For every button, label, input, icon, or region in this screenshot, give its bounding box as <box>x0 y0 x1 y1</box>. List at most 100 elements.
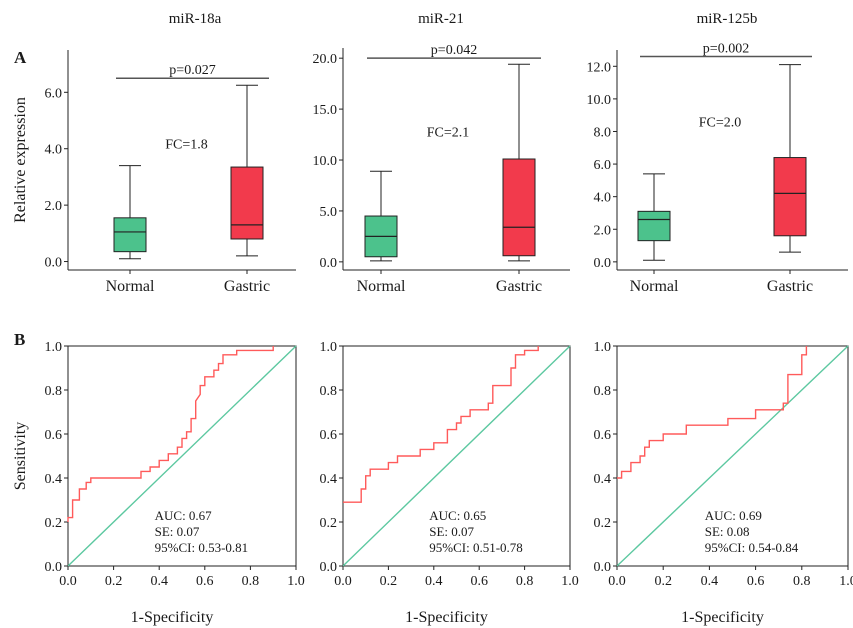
x-tick-label: 0.4 <box>150 574 168 589</box>
roc-stat-label: SE: 0.07 <box>155 524 200 539</box>
x-axis-label: 1-Specificity <box>131 609 214 626</box>
x-category-label: Normal <box>106 278 155 295</box>
y-tick-label: 0.8 <box>45 384 63 399</box>
roc-panel-1: 0.00.0 0.2 0.2 0.4 0.4 0.6 0.6 0.8 0.8 1.0 1.0 AUC:… <box>12 340 305 626</box>
y-tick-label: 0.0 <box>594 560 612 575</box>
y-tick-label: 0.6 <box>45 428 63 443</box>
y-tick-label: 2.0 <box>594 223 612 238</box>
x-tick-label: 0.2 <box>105 574 123 589</box>
box-gastric <box>773 64 807 253</box>
y-tick-label: 10.0 <box>587 93 612 108</box>
fold-change-label: FC=2.1 <box>427 126 470 141</box>
roc-panel-2: 0.00.0 0.2 0.2 0.4 0.4 0.6 0.6 0.8 0.8 1.0 1.0 AUC:… <box>320 340 579 626</box>
roc-curve <box>617 346 808 479</box>
box-normal <box>637 173 671 261</box>
x-tick-label: 0.0 <box>608 574 626 589</box>
x-tick-label: 0.0 <box>334 574 352 589</box>
y-axis-label: Relative expression <box>12 97 29 223</box>
y-axis-label: Sensitivity <box>12 422 29 490</box>
fold-change-label: FC=1.8 <box>165 138 208 153</box>
plot-frame <box>67 345 297 567</box>
x-category-label: Gastric <box>496 278 542 295</box>
x-tick-label: 0.6 <box>747 574 765 589</box>
y-tick-label: 0.0 <box>45 256 63 271</box>
roc-stat-label: SE: 0.07 <box>429 524 474 539</box>
y-tick-label: 2.0 <box>45 199 63 214</box>
y-tick-label: 6.0 <box>45 86 63 101</box>
y-tick-label: 0.4 <box>594 472 612 487</box>
x-tick-label: 0.2 <box>380 574 398 589</box>
roc-stat-label: AUC: 0.65 <box>429 508 486 523</box>
y-tick-label: 0.2 <box>45 516 63 531</box>
y-tick-label: 8.0 <box>594 125 612 140</box>
reference-diagonal <box>616 345 849 567</box>
y-tick-label: 4.0 <box>594 191 612 206</box>
box-iqr <box>637 210 671 242</box>
y-tick-label: 0.4 <box>45 472 63 487</box>
box-iqr <box>113 217 147 253</box>
x-axis-label: 1-Specificity <box>681 609 764 626</box>
box-gastric <box>230 84 264 257</box>
boxplot-panel-3: miR-125b 0.0 2.0 4.0 6.0 8.0 10.0 12.0 Normal Gas… <box>587 11 848 295</box>
y-tick-label: 0.0 <box>594 256 612 271</box>
x-tick-label: 0.0 <box>59 574 77 589</box>
y-tick-label: 0.0 <box>320 256 338 271</box>
box-iqr <box>230 166 264 240</box>
box-normal <box>113 165 147 260</box>
y-tick-label: 0.0 <box>320 560 338 575</box>
x-tick-label: 0.8 <box>793 574 811 589</box>
x-tick-label: 0.4 <box>425 574 443 589</box>
x-category-label: Gastric <box>767 278 813 295</box>
y-tick-label: 15.0 <box>313 103 338 118</box>
x-category-label: Normal <box>630 278 679 295</box>
y-tick-label: 0.0 <box>45 560 63 575</box>
y-tick-label: 10.0 <box>313 154 338 169</box>
y-tick-label: 0.8 <box>594 384 612 399</box>
reference-diagonal <box>342 345 571 567</box>
roc-stat-label: SE: 0.08 <box>705 524 750 539</box>
p-value-label: p=0.042 <box>431 43 477 58</box>
y-tick-label: 12.0 <box>587 60 612 75</box>
boxplot-panel-2: miR-21 0.0 5.0 10.0 15.0 20.0 Normal Gastric p=0… <box>313 11 570 295</box>
y-tick-label: 1.0 <box>594 340 612 355</box>
roc-stat-label: 95%CI: 0.53-0.81 <box>155 540 249 555</box>
x-axis-label: 1-Specificity <box>405 609 488 626</box>
y-tick-label: 0.6 <box>594 428 612 443</box>
x-tick-label: 0.8 <box>242 574 260 589</box>
y-tick-label: 5.0 <box>320 205 338 220</box>
boxplot-panel-1: miR-18a 0.0 2.0 4.0 6.0 Relative expression No… <box>12 11 296 295</box>
x-tick-label: 1.0 <box>287 574 305 589</box>
chart-title: miR-21 <box>418 11 464 27</box>
plot-frame <box>342 345 571 567</box>
y-tick-label: 0.4 <box>320 472 338 487</box>
roc-curve <box>67 346 274 522</box>
plot-frame <box>616 345 849 567</box>
box-iqr <box>773 157 807 237</box>
x-category-label: Normal <box>357 278 406 295</box>
y-tick-label: 0.2 <box>594 516 612 531</box>
x-tick-label: 0.4 <box>701 574 719 589</box>
y-tick-label: 6.0 <box>594 158 612 173</box>
y-tick-label: 1.0 <box>320 340 338 355</box>
roc-curve <box>343 346 539 503</box>
panel-label-a: A <box>14 48 27 67</box>
chart-title: miR-18a <box>169 11 222 27</box>
x-tick-label: 0.6 <box>470 574 488 589</box>
y-tick-label: 0.2 <box>320 516 338 531</box>
x-tick-label: 0.6 <box>196 574 214 589</box>
y-tick-label: 4.0 <box>45 143 63 158</box>
x-tick-label: 0.2 <box>654 574 672 589</box>
box-gastric <box>502 63 536 262</box>
y-tick-label: 20.0 <box>313 52 338 67</box>
box-iqr <box>502 158 536 257</box>
chart-title: miR-125b <box>697 11 758 27</box>
x-tick-label: 1.0 <box>839 574 853 589</box>
roc-stat-label: AUC: 0.69 <box>705 508 762 523</box>
x-tick-label: 1.0 <box>561 574 579 589</box>
y-tick-label: 0.6 <box>320 428 338 443</box>
roc-stat-label: 95%CI: 0.51-0.78 <box>429 540 523 555</box>
roc-stat-label: AUC: 0.67 <box>155 508 213 523</box>
panel-label-b: B <box>14 330 25 349</box>
p-value-label: p=0.027 <box>169 63 215 78</box>
